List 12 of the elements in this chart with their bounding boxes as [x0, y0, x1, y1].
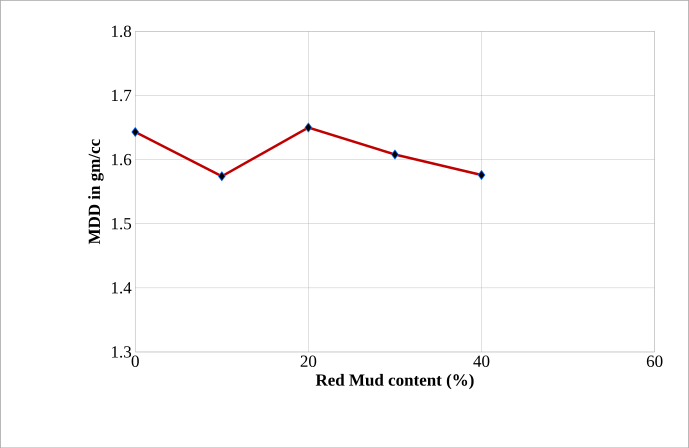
- y-axis-title: MDD in gm/cc: [88, 139, 104, 244]
- x-axis-title: Red Mud content (%): [316, 374, 474, 390]
- y-tick-label: 1.8: [112, 25, 132, 37]
- y-tick-label: 1.4: [112, 282, 132, 294]
- y-tick-label: 1.7: [112, 90, 132, 102]
- x-tick-label: 0: [132, 355, 139, 367]
- x-tick-label: 20: [300, 355, 316, 367]
- x-tick-label: 60: [646, 355, 662, 367]
- y-tick-label: 1.6: [112, 154, 132, 166]
- y-tick-label: 1.3: [112, 346, 132, 358]
- x-tick-label: 40: [473, 355, 490, 367]
- y-tick-label: 1.5: [112, 218, 132, 230]
